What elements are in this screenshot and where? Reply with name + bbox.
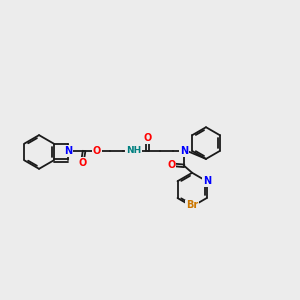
Text: O: O	[143, 133, 152, 143]
Text: O: O	[78, 158, 86, 168]
Text: N: N	[64, 146, 72, 156]
Text: N: N	[202, 176, 211, 186]
Text: NH: NH	[126, 146, 141, 155]
Text: N: N	[180, 146, 188, 156]
Text: O: O	[167, 160, 176, 170]
Text: Br: Br	[186, 200, 198, 211]
Text: O: O	[93, 146, 101, 156]
